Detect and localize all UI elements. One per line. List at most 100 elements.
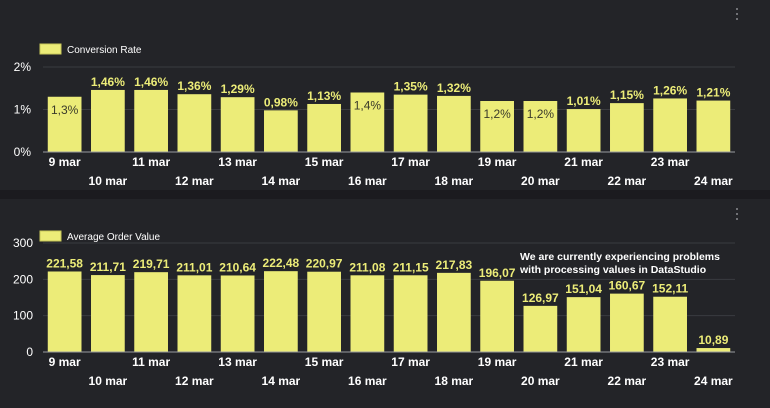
data-label: 217,83 bbox=[436, 258, 473, 272]
bar bbox=[393, 94, 428, 152]
data-label: 1,26% bbox=[653, 83, 687, 97]
bar bbox=[264, 271, 298, 352]
x-tick-label: 17 mar bbox=[391, 155, 430, 169]
x-tick-label: 20 mar bbox=[521, 374, 560, 388]
data-label: 1,29% bbox=[221, 82, 255, 96]
y-tick-label: 0 bbox=[26, 345, 33, 359]
x-tick-label: 23 mar bbox=[651, 355, 690, 369]
bar bbox=[177, 275, 212, 352]
kebab-menu-icon[interactable] bbox=[735, 208, 739, 222]
data-label: 1,15% bbox=[610, 88, 644, 102]
data-label: 1,36% bbox=[177, 79, 211, 93]
bar bbox=[264, 110, 298, 152]
data-label: 0,98% bbox=[264, 95, 298, 109]
x-tick-label: 15 mar bbox=[305, 155, 344, 169]
data-label: 1,35% bbox=[394, 80, 428, 94]
data-label: 211,01 bbox=[176, 260, 212, 274]
data-label: 1,2% bbox=[527, 107, 555, 121]
data-label: 152,11 bbox=[652, 282, 688, 296]
bar bbox=[696, 348, 731, 352]
data-label: 210,64 bbox=[219, 260, 256, 274]
data-label: 220,97 bbox=[306, 257, 343, 271]
x-tick-label: 21 mar bbox=[564, 355, 603, 369]
data-label: 126,97 bbox=[522, 291, 559, 305]
y-tick-label: 2% bbox=[14, 60, 32, 74]
x-tick-label: 17 mar bbox=[391, 355, 430, 369]
x-tick-label: 24 mar bbox=[694, 174, 733, 188]
legend-swatch bbox=[39, 43, 62, 55]
data-label: 1,01% bbox=[567, 94, 601, 108]
x-tick-label: 14 mar bbox=[262, 374, 301, 388]
y-tick-label: 0% bbox=[14, 145, 32, 159]
data-label: 221,58 bbox=[46, 256, 83, 270]
data-label: 160,67 bbox=[609, 279, 646, 293]
bar bbox=[134, 272, 168, 352]
x-tick-label: 10 mar bbox=[89, 374, 128, 388]
data-label: 1,46% bbox=[134, 75, 168, 89]
data-label: 1,2% bbox=[483, 107, 511, 121]
bar bbox=[177, 94, 212, 152]
legend-label: Conversion Rate bbox=[67, 45, 142, 56]
x-tick-label: 19 mar bbox=[478, 355, 517, 369]
legend-label: Average Order Value bbox=[67, 232, 160, 243]
y-tick-label: 300 bbox=[13, 236, 33, 250]
x-tick-label: 20 mar bbox=[521, 174, 560, 188]
panel-divider bbox=[0, 190, 770, 199]
bar bbox=[393, 275, 428, 352]
bar bbox=[566, 109, 601, 152]
x-tick-label: 13 mar bbox=[218, 355, 257, 369]
data-label: 222,48 bbox=[263, 256, 300, 270]
data-label: 10,89 bbox=[698, 333, 728, 347]
bar bbox=[350, 92, 385, 152]
data-label: 1,46% bbox=[91, 75, 125, 89]
data-label: 1,21% bbox=[696, 86, 730, 100]
x-tick-label: 19 mar bbox=[478, 155, 517, 169]
x-tick-label: 9 mar bbox=[49, 355, 81, 369]
bar bbox=[523, 305, 558, 352]
kebab-menu-icon[interactable] bbox=[735, 8, 739, 22]
bar bbox=[47, 271, 82, 352]
bar bbox=[134, 89, 168, 152]
data-label: 1,3% bbox=[51, 103, 79, 117]
bar bbox=[437, 95, 471, 152]
data-label: 1,4% bbox=[354, 99, 382, 113]
data-label: 211,71 bbox=[90, 260, 126, 274]
data-label: 219,71 bbox=[133, 257, 170, 271]
data-label: 211,08 bbox=[349, 260, 385, 274]
x-tick-label: 22 mar bbox=[608, 174, 647, 188]
x-tick-label: 13 mar bbox=[218, 155, 257, 169]
x-tick-label: 15 mar bbox=[305, 355, 344, 369]
bar bbox=[610, 103, 644, 152]
x-tick-label: 14 mar bbox=[262, 174, 301, 188]
processing-notice: We are currently experiencing problems w… bbox=[520, 251, 720, 276]
data-label: 151,04 bbox=[565, 282, 602, 296]
x-tick-label: 11 mar bbox=[132, 355, 170, 369]
x-tick-label: 9 mar bbox=[49, 155, 81, 169]
bar bbox=[480, 101, 514, 152]
bar bbox=[47, 96, 82, 152]
data-label: 1,32% bbox=[437, 81, 471, 95]
bar bbox=[523, 101, 558, 152]
x-tick-label: 12 mar bbox=[175, 174, 214, 188]
bar bbox=[350, 275, 385, 352]
bar bbox=[696, 100, 731, 152]
x-tick-label: 10 mar bbox=[89, 174, 128, 188]
x-tick-label: 18 mar bbox=[435, 374, 474, 388]
bar bbox=[653, 98, 687, 152]
data-label: 196,07 bbox=[479, 266, 516, 280]
bar bbox=[220, 275, 255, 352]
y-tick-label: 100 bbox=[13, 309, 33, 323]
bar bbox=[91, 275, 125, 352]
bar bbox=[91, 89, 125, 152]
x-tick-label: 16 mar bbox=[348, 374, 387, 388]
x-tick-label: 23 mar bbox=[651, 155, 690, 169]
x-tick-label: 22 mar bbox=[608, 374, 647, 388]
conversion-rate-chart: Conversion Rate 0% 1% 2% 1,3% 9 mar 1,46% 10 ma… bbox=[14, 43, 735, 188]
y-tick-label: 1% bbox=[14, 103, 32, 117]
bar bbox=[437, 272, 471, 352]
bar bbox=[610, 293, 644, 352]
x-tick-label: 24 mar bbox=[694, 374, 733, 388]
data-label: 211,15 bbox=[393, 260, 429, 274]
bar bbox=[480, 280, 514, 352]
